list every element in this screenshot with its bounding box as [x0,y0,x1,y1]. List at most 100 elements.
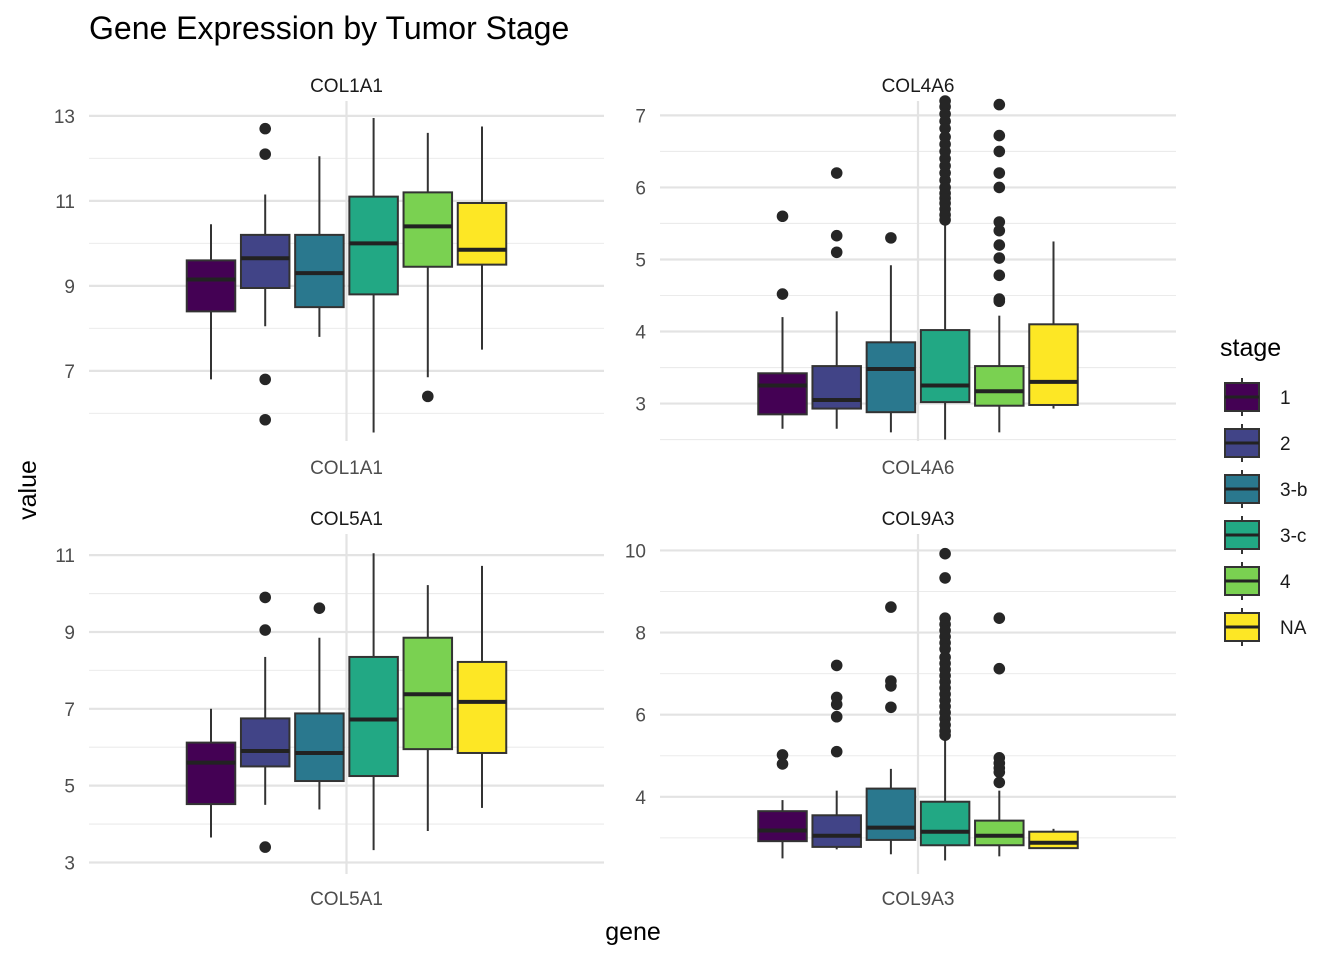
legend-label: 3-b [1280,480,1307,501]
legend: stage 1 2 3-b 3-c 4 NA [1220,334,1307,646]
box-iqr [757,372,808,416]
box-col9a3-stage-3-b [865,601,917,855]
facet-strip-label: COL5A1 [310,509,383,530]
outlier-point [993,766,1006,778]
outlier-point [313,602,326,614]
outlier-point [259,841,272,853]
x-tick-label: COL4A6 [882,458,955,479]
facet-strip-label: COL1A1 [310,76,383,97]
outlier-point [830,229,843,242]
box-col4a6-stage-na [1028,241,1079,409]
outlier-point [993,167,1006,179]
chart-title: Gene Expression by Tumor Stage [89,10,569,46]
legend-entry-1: 1 [1224,378,1291,416]
box-iqr [974,365,1025,407]
x-tick-label: COL9A3 [882,889,955,910]
outlier-point [993,252,1006,264]
outlier-point [993,776,1006,789]
y-tick-label: 3 [635,395,646,416]
box-iqr [865,341,917,414]
box-col4a6-stage-3-c [919,95,971,440]
box-col5a1-stage-3-b [294,602,345,810]
legend-entry-3-b: 3-b [1224,470,1307,508]
y-tick-label: 9 [64,277,75,298]
legend-label: 1 [1280,388,1291,409]
y-tick-label: 6 [635,706,646,727]
box-col9a3-stage-2 [811,659,862,850]
outlier-point [939,643,951,655]
y-tick-label: 6 [635,178,646,199]
facet-panel-col5a1: COL5A1 3 5 7 9 11 COL5A1 [55,509,604,910]
y-tick-label: 9 [64,623,75,644]
box-iqr [239,717,291,768]
y-tick-label: 11 [55,192,75,213]
box-col5a1-stage-4 [402,585,454,831]
outlier-point [830,659,843,672]
y-tick-label: 7 [64,362,75,383]
outlier-point [259,591,272,604]
outlier-point [885,701,897,714]
x-tick-label: COL5A1 [310,889,383,910]
box-iqr [239,233,291,289]
outlier-point [885,680,897,692]
outlier-point [993,295,1006,308]
box-col1a1-stage-3-c [348,118,399,433]
outlier-point [939,572,951,584]
outlier-point [259,373,272,386]
outlier-point [885,601,897,613]
outlier-point [993,224,1006,237]
box-iqr [294,233,345,309]
box-iqr [348,195,399,296]
box-iqr [456,202,508,266]
outlier-point [422,390,434,403]
y-tick-label: 8 [635,624,646,645]
box-iqr [865,787,917,841]
x-tick-label: COL1A1 [310,458,383,479]
y-tick-label: 4 [635,323,646,344]
outlier-point [993,239,1006,251]
box-iqr [1028,323,1079,406]
box-iqr [185,259,237,313]
y-tick-label: 7 [64,700,75,721]
legend-label: 3-c [1280,526,1306,547]
outlier-point [259,413,272,426]
box-iqr [402,191,454,268]
outlier-point [830,246,843,259]
y-tick-label: 4 [635,788,646,809]
facet-panel-col4a6: COL4A6 3 4 5 6 7 COL4A6 [635,76,1176,479]
outlier-point [830,167,843,179]
box-iqr [757,810,808,843]
box-col1a1-stage-2 [239,122,291,426]
y-tick-label: 13 [54,107,75,128]
outlier-point [259,624,272,636]
box-col1a1-stage-1 [185,224,237,380]
y-tick-label: 11 [55,546,75,567]
y-tick-label: 10 [625,541,646,562]
outlier-point [830,745,843,758]
box-iqr [348,655,399,778]
box-iqr [919,800,971,847]
outlier-point [259,148,272,160]
x-axis-title: gene [605,918,661,946]
box-iqr [919,329,971,404]
facet-strip-label: COL9A3 [882,509,955,530]
y-axis-title: value [14,460,42,520]
outlier-point [993,129,1006,142]
facet-panel-col9a3: COL9A3 4 6 8 10 COL9A3 [625,509,1176,910]
box-iqr [185,741,237,806]
outlier-point [939,122,951,135]
box-iqr [811,365,862,410]
legend-entry-3-c: 3-c [1224,516,1306,554]
box-col4a6-stage-3-b [865,232,917,433]
box-iqr [1028,830,1079,850]
legend-label: 2 [1280,434,1291,455]
box-iqr [294,712,345,783]
facet-panel-col1a1: COL1A1 7 9 11 13 COL1A1 [54,76,604,479]
y-tick-label: 3 [64,853,75,874]
box-iqr [456,660,508,754]
box-col4a6-stage-1 [757,210,808,429]
legend-title: stage [1220,334,1281,362]
outlier-point [993,662,1006,675]
box-col9a3-stage-1 [757,749,808,859]
